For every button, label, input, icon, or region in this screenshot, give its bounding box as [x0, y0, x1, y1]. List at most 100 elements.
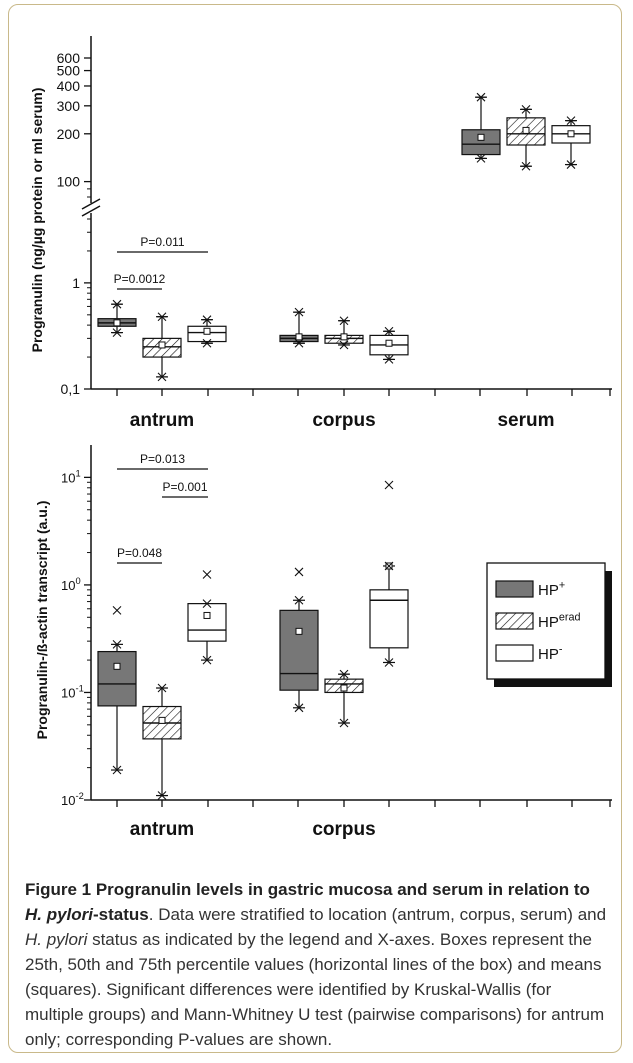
bottom-box-antrum-HP+	[97, 605, 137, 775]
top-y-tick-label: 300	[57, 98, 81, 114]
top-box-antrum-HPerad-extreme-marker	[157, 372, 167, 382]
top-box-antrum-HP+-mean	[113, 319, 121, 327]
top-box-antrum-HP-	[187, 315, 227, 348]
bottom-box-corpus-HP--extreme-marker	[384, 561, 394, 571]
top-box-corpus-HP+-mean	[295, 333, 303, 341]
bottom-sig-1-label: P=0.001	[162, 480, 207, 494]
bottom-sig-1: P=0.001	[162, 480, 208, 498]
bottom-box-corpus-HPerad-extreme-marker	[339, 669, 349, 679]
bottom-y-axis-label: Progranulin-/ß-actin transcript (a.u.)	[34, 501, 50, 740]
legend-label: HP+	[538, 579, 565, 599]
bottom-box-antrum-HP+-extreme-marker	[112, 765, 122, 775]
bottom-sig-0: P=0.048	[117, 546, 162, 564]
top-box-serum-HP--extreme-marker	[566, 160, 576, 169]
top-category-label: antrum	[130, 410, 194, 431]
top-box-antrum-HP+-extreme-marker	[112, 328, 122, 337]
bottom-y-tick-label: 10-1	[61, 684, 84, 701]
top-y-tick-label: 600	[57, 50, 81, 66]
top-category-label: corpus	[312, 410, 375, 431]
bottom-box-corpus-HP+-marker-stroke	[294, 703, 304, 713]
bottom-box-corpus-HP--marker-stroke	[384, 658, 394, 667]
top-box-antrum-HPerad-extreme-marker	[157, 312, 167, 322]
bottom-box-corpus-HP+-extreme-marker	[294, 595, 304, 605]
top-y-tick-label: 1	[72, 275, 80, 291]
top-box-corpus-HP+-extreme-marker	[294, 338, 304, 348]
top-box-corpus-HPerad-extreme-marker	[339, 316, 349, 326]
legend-swatch	[495, 580, 534, 598]
top-y-tick-label: 200	[57, 126, 81, 142]
bottom-y-tick-label: 10-2	[61, 791, 84, 808]
top-box-corpus-HP+	[279, 307, 319, 348]
top-y-tick-label: 100	[57, 174, 81, 190]
bottom-box-antrum-HP+-box	[97, 650, 137, 707]
bottom-box-antrum-HP--mean	[203, 611, 211, 619]
bottom-sig-0-label: P=0.048	[117, 546, 162, 560]
figure-caption: Figure 1 Progranulin levels in gastric m…	[25, 877, 610, 1052]
bottom-box-corpus-HP--extreme-marker	[384, 658, 394, 667]
top-box-antrum-HP--extreme-marker	[202, 315, 212, 325]
bottom-box-corpus-HP-	[369, 480, 409, 667]
top-box-corpus-HPerad-mean	[340, 333, 348, 341]
legend-swatch	[495, 612, 534, 630]
bottom-box-corpus-HP+-box	[279, 609, 319, 691]
caption-body-italic: H. pylori	[25, 930, 88, 949]
bottom-box-antrum-HP--marker-stroke	[202, 655, 212, 665]
top-box-antrum-HPerad	[142, 312, 182, 382]
bottom-box-corpus-HPerad-mean	[340, 684, 348, 692]
bottom-box-antrum-HP--marker-stroke	[202, 570, 212, 579]
top-box-antrum-HP+	[97, 299, 137, 337]
top-box-antrum-HP--mean	[203, 327, 211, 335]
bottom-box-antrum-HP--extreme-marker	[202, 655, 212, 665]
bottom-box-antrum-HP-	[187, 570, 227, 665]
bottom-y-tick-label: 100	[61, 576, 81, 593]
bottom-box-antrum-HP--box	[187, 603, 227, 642]
bottom-box-corpus-HP+	[279, 567, 319, 713]
top-sig-1-label: P=0.011	[140, 235, 184, 249]
bottom-category-label: corpus	[312, 819, 375, 840]
top-box-serum-HP+-mean	[477, 133, 485, 141]
bottom-box-antrum-HPerad-extreme-marker	[157, 791, 167, 800]
top-sig-1: P=0.011	[117, 235, 208, 253]
top-box-serum-HPerad	[506, 104, 546, 171]
bottom-chart: 101 100 10-1 10-2 Progranulin-/ß-actin trans…	[34, 445, 612, 840]
top-box-serum-HPerad-mean	[522, 126, 530, 134]
top-box-serum-HP-	[551, 116, 591, 169]
bottom-box-antrum-HP+-marker-stroke	[112, 605, 122, 615]
bottom-box-corpus-HP--marker-stroke	[384, 561, 394, 571]
bottom-box-antrum-HP+-marker-stroke	[112, 765, 122, 775]
top-box-corpus-HPerad	[324, 316, 364, 350]
bottom-box-antrum-HP--extreme-marker	[202, 599, 212, 609]
top-box-corpus-HP+-extreme-marker	[294, 307, 304, 317]
bottom-box-antrum-HP+-extreme-marker	[112, 639, 122, 649]
top-box-corpus-HP--extreme-marker	[384, 355, 394, 364]
top-box-corpus-HP-	[369, 326, 409, 364]
legend-swatch	[495, 644, 534, 662]
top-axis-break-mark	[81, 198, 101, 210]
top-category-label: serum	[497, 410, 554, 431]
bottom-box-antrum-HPerad-mean	[158, 716, 166, 724]
bottom-box-antrum-HPerad	[142, 683, 182, 800]
bottom-box-antrum-HP--marker-stroke	[202, 599, 212, 609]
bottom-box-corpus-HP+-extreme-marker	[294, 567, 304, 577]
bottom-box-corpus-HP--extreme-marker	[384, 480, 394, 490]
legend-label: HP-	[538, 643, 563, 663]
top-axis-break-mark	[81, 205, 101, 217]
bottom-box-corpus-HPerad	[324, 669, 364, 728]
bottom-box-antrum-HPerad-extreme-marker	[157, 683, 167, 693]
top-box-corpus-HPerad-extreme-marker	[339, 340, 349, 350]
top-box-serum-HPerad-extreme-marker	[521, 104, 531, 114]
legend-label: HPerad	[538, 611, 580, 631]
caption-body-1: . Data were stratified to location (antr…	[148, 905, 607, 924]
bottom-sig-2: P=0.013	[117, 452, 208, 470]
top-box-antrum-HP--extreme-marker	[202, 338, 212, 348]
bottom-sig-2-label: P=0.013	[140, 452, 185, 466]
top-y-tick-label: 0,1	[61, 381, 81, 397]
top-box-serum-HP+-extreme-marker	[476, 92, 486, 102]
bottom-box-corpus-HP--box	[369, 589, 409, 649]
bottom-box-antrum-HP+-mean	[113, 662, 121, 670]
bottom-y-tick-label: 101	[61, 469, 81, 486]
bottom-box-antrum-HP+-extreme-marker	[112, 605, 122, 615]
top-y-tick-label: 400	[57, 78, 81, 94]
bottom-box-corpus-HP+-marker-stroke	[294, 595, 304, 605]
top-y-axis-label: Progranulin (ng/µg protein or ml serum)	[29, 88, 45, 353]
